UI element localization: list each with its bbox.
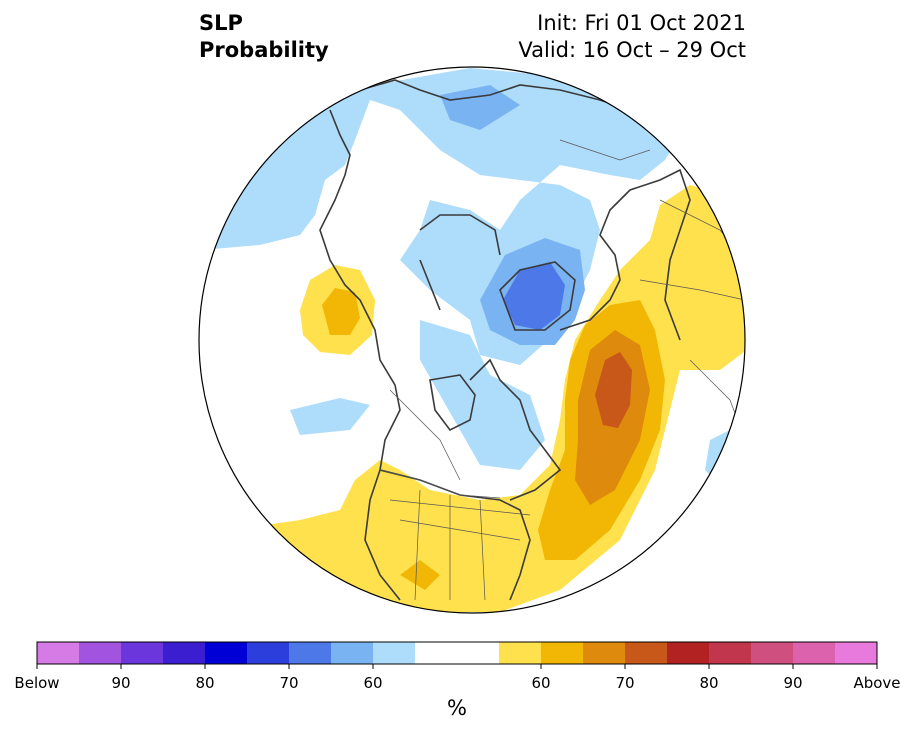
colorbar-tick-label: 60 [531,674,551,692]
colorbar-cell [793,642,836,664]
map-disk [199,67,745,613]
subtitle: Probability [199,38,329,62]
colorbar-tick-label: 70 [615,674,635,692]
colorbar-cell [289,642,332,664]
colorbar-cell [625,642,668,664]
colorbar-cell [247,642,290,664]
colorbar-cell [205,642,248,664]
border-line [414,489,421,601]
variable-title: SLP [199,11,243,35]
colorbar-cell [709,642,752,664]
colorbar-tick-label: 90 [783,674,803,692]
border-line [559,139,651,161]
shade-region [400,560,440,590]
polar-map [198,66,746,614]
valid-date: Valid: 16 Oct – 29 Oct [518,38,746,62]
coastline [499,261,576,331]
date-block: Init: Fri 01 Oct 2021 Valid: 16 Oct – 29… [518,10,746,64]
border-line [389,389,461,481]
colorbar-cell [457,642,500,664]
colorbar-cell [667,642,710,664]
coastline [419,214,501,256]
border-line [479,499,486,601]
colorbar-tick-label: 90 [111,674,131,692]
colorbar-cell [751,642,794,664]
colorbar-tick-label: 80 [699,674,719,692]
init-date: Init: Fri 01 Oct 2021 [537,11,746,35]
coastline [419,259,441,311]
colorbar-cell [331,642,374,664]
colorbar-tick-label: Above [853,674,901,692]
shade-region [420,320,545,470]
colorbar-cell [373,642,416,664]
colorbar-cell [835,642,878,664]
map-boundary [198,66,746,614]
shade-region [440,85,520,130]
colorbar-ticks [36,664,878,669]
colorbar-cell [37,642,80,664]
coastline [469,358,562,501]
colorbar-cell [121,642,164,664]
coastline [319,109,401,601]
shade-region [265,185,745,612]
colorbar-cell [79,642,122,664]
border-line [379,469,501,499]
colorbar-cell [541,642,584,664]
colorbar-cell [415,642,458,664]
shade-region [595,352,632,428]
border-line [639,279,745,301]
colorbar-tick-label: 80 [195,674,215,692]
shade-region [290,398,370,435]
colorbar-unit: % [447,696,467,720]
coastline [559,168,691,341]
border-line [399,519,521,541]
shade-region [322,288,360,335]
colorbar-outline [36,641,878,665]
colorbar-cell [499,642,542,664]
colorbar-tick-label: Below [14,674,60,692]
political-borders [379,139,745,601]
shade-region [503,262,565,330]
colorbar-tick-label: 60 [363,674,383,692]
colorbar-cell [163,642,206,664]
border-line [389,499,531,516]
colorbar [36,641,878,669]
chart-title-block: SLP Probability [199,10,329,64]
colorbar-cells [37,642,878,664]
colorbar-cell [583,642,626,664]
coastline [429,374,476,432]
colorbar-tick-label: 70 [279,674,299,692]
